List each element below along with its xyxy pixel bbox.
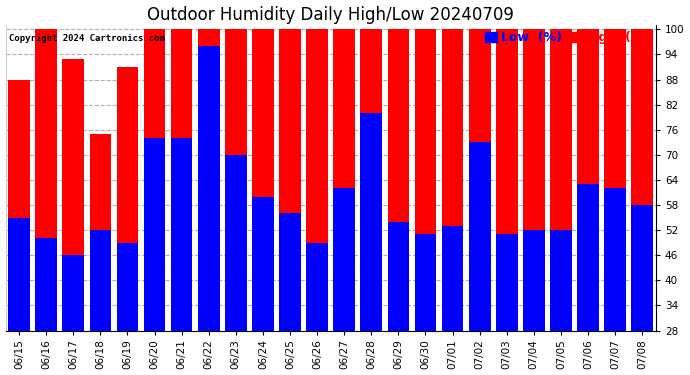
Bar	[279, 29, 301, 375]
Bar	[496, 29, 518, 375]
Bar	[252, 29, 274, 375]
Bar	[388, 29, 409, 375]
Bar	[198, 46, 219, 375]
Bar	[35, 29, 57, 375]
Bar	[171, 138, 193, 375]
Bar	[144, 29, 166, 375]
Bar	[360, 29, 382, 375]
Bar	[279, 213, 301, 375]
Bar	[306, 243, 328, 375]
Bar	[442, 226, 464, 375]
Bar	[144, 138, 166, 375]
Bar	[306, 29, 328, 375]
Bar	[388, 222, 409, 375]
Bar	[631, 29, 653, 375]
Bar	[550, 230, 572, 375]
Bar	[578, 184, 599, 375]
Bar	[225, 155, 247, 375]
Bar	[90, 134, 111, 375]
Bar	[333, 188, 355, 375]
Bar	[469, 29, 491, 375]
Bar	[90, 230, 111, 375]
Bar	[496, 234, 518, 375]
Bar	[117, 243, 138, 375]
Bar	[8, 217, 30, 375]
Bar	[415, 29, 436, 375]
Bar	[604, 29, 626, 375]
Bar	[63, 58, 84, 375]
Bar	[333, 29, 355, 375]
Text: Copyright 2024 Cartronics.com: Copyright 2024 Cartronics.com	[9, 34, 165, 43]
Bar	[415, 234, 436, 375]
Bar	[117, 67, 138, 375]
Bar	[171, 29, 193, 375]
Bar	[225, 29, 247, 375]
Bar	[252, 196, 274, 375]
Bar	[198, 29, 219, 375]
Bar	[469, 142, 491, 375]
Bar	[631, 205, 653, 375]
Bar	[442, 29, 464, 375]
Title: Outdoor Humidity Daily High/Low 20240709: Outdoor Humidity Daily High/Low 20240709	[147, 6, 514, 24]
Bar	[63, 255, 84, 375]
Bar	[35, 238, 57, 375]
Bar	[360, 113, 382, 375]
Bar	[578, 29, 599, 375]
Bar	[523, 230, 544, 375]
Legend: Low  (%), High  (%): Low (%), High (%)	[484, 32, 649, 44]
Bar	[8, 80, 30, 375]
Bar	[523, 29, 544, 375]
Bar	[604, 188, 626, 375]
Bar	[550, 29, 572, 375]
